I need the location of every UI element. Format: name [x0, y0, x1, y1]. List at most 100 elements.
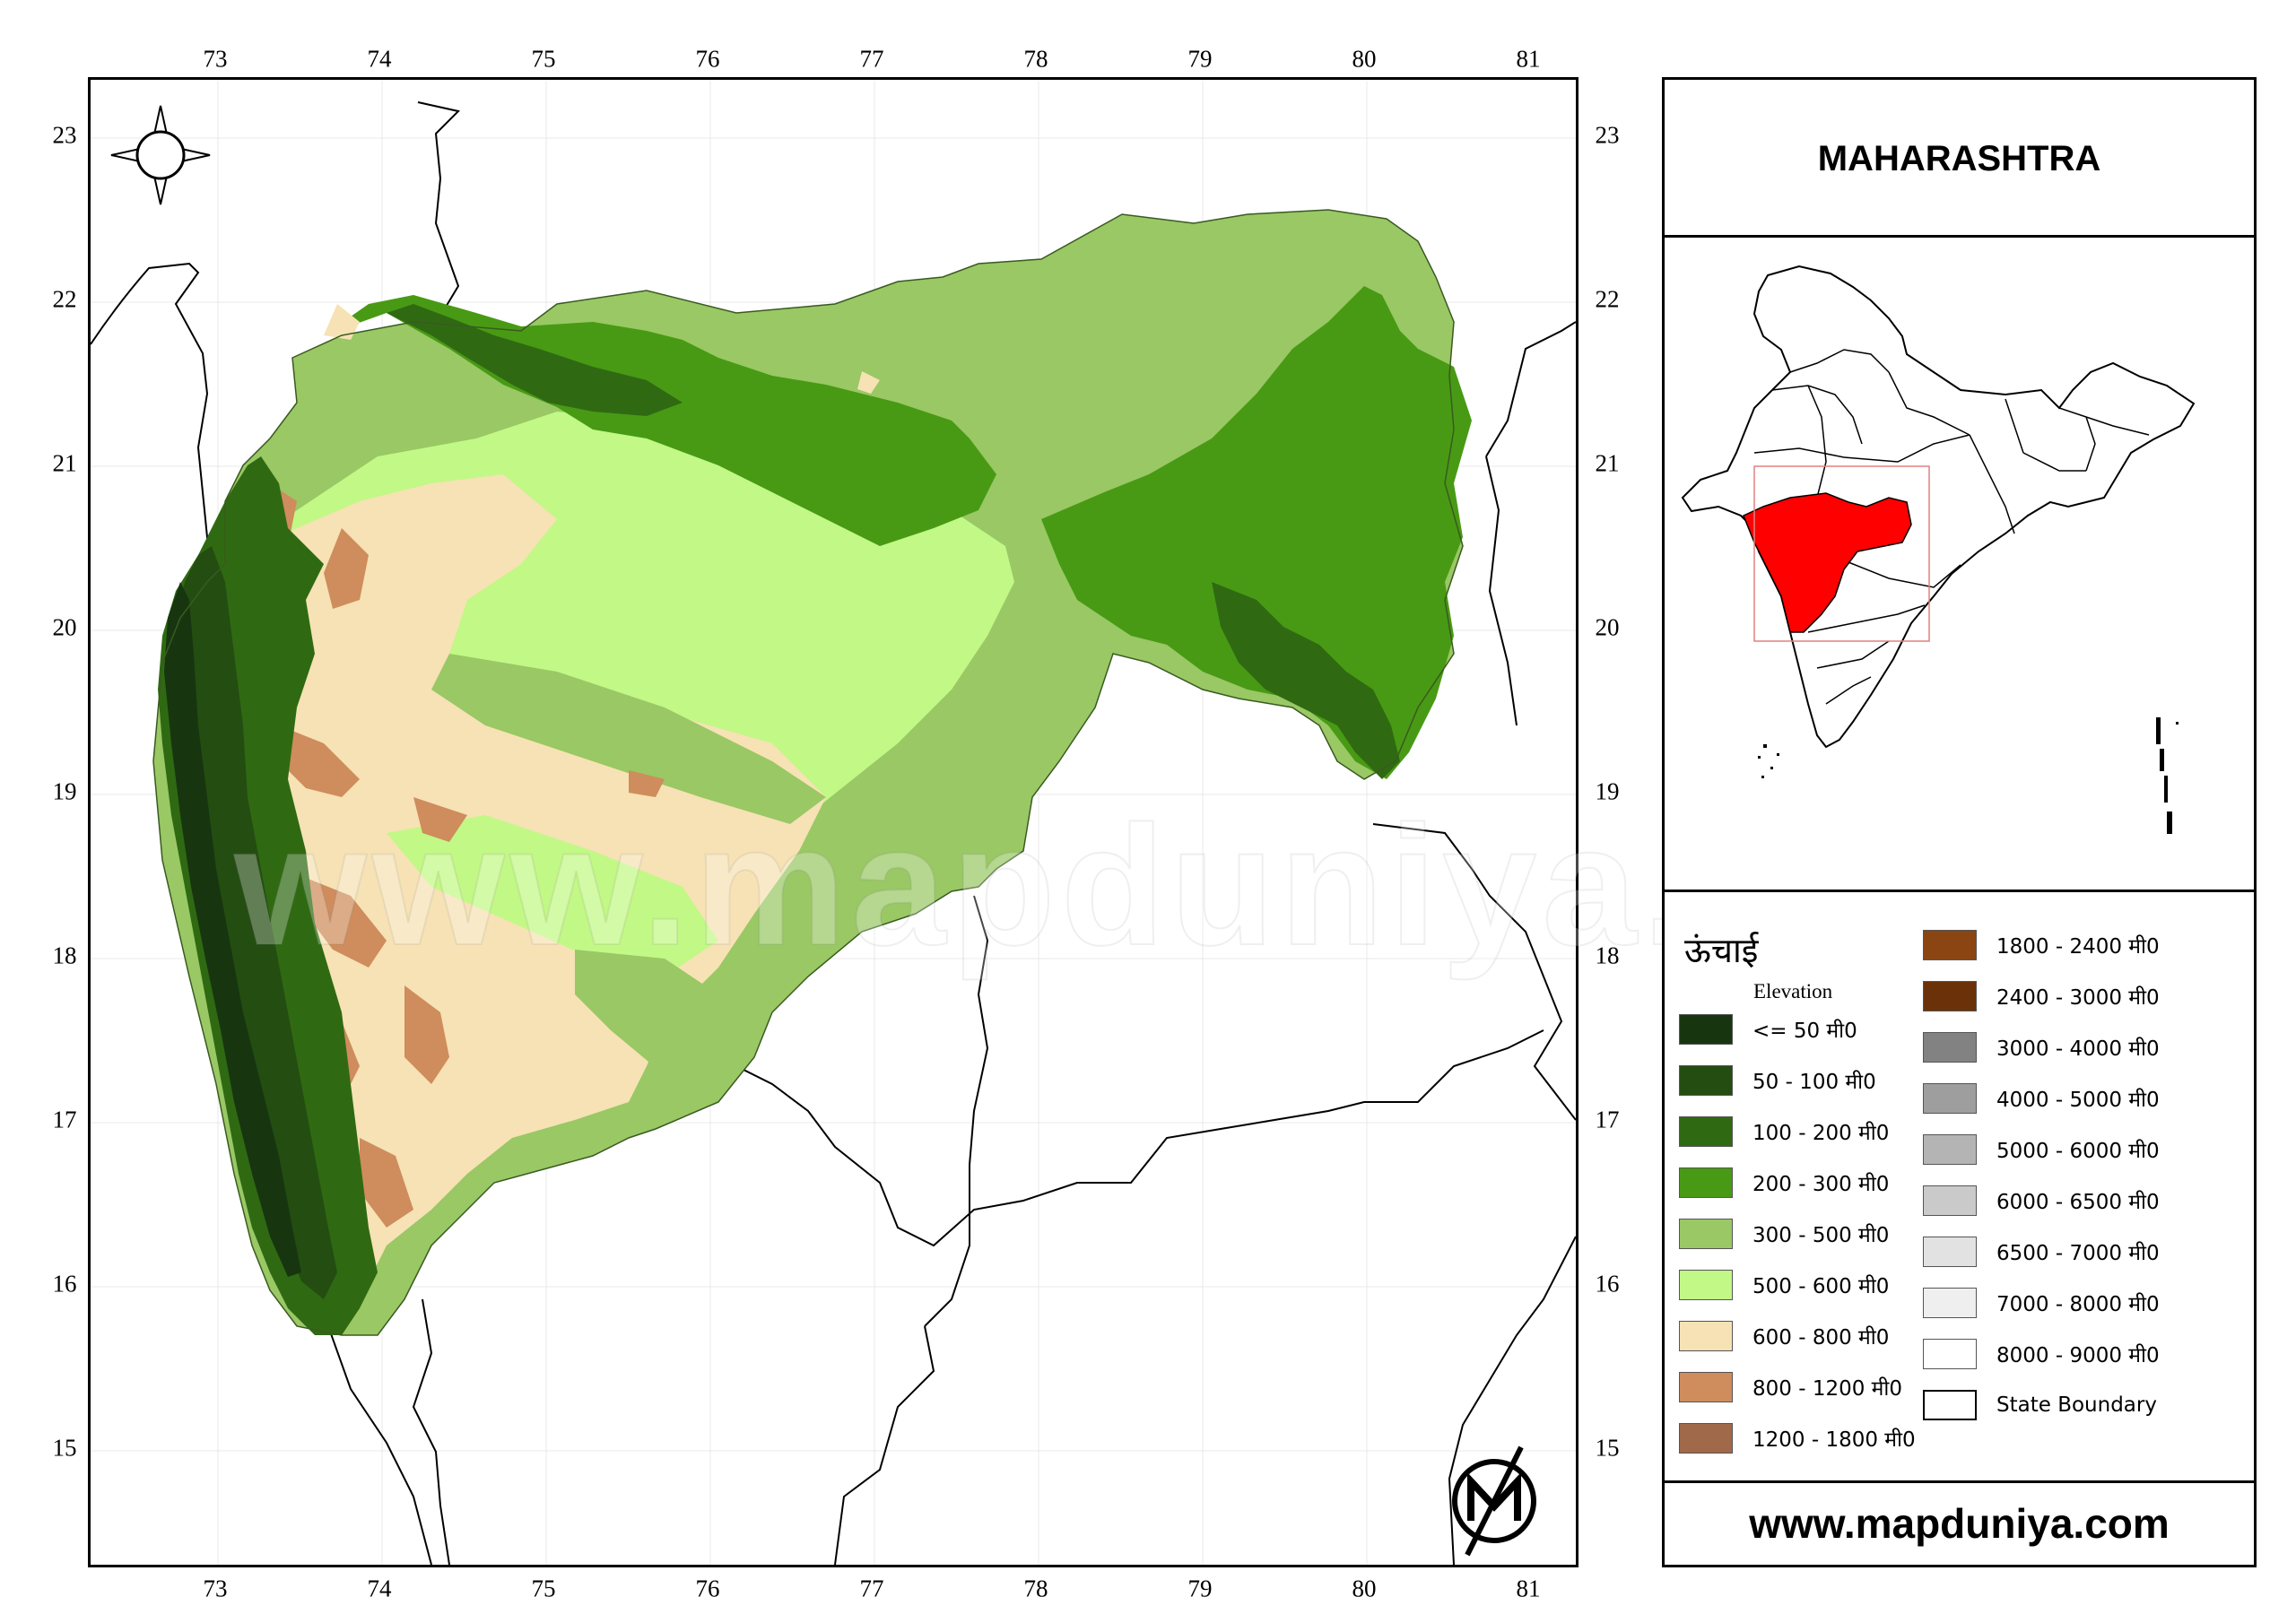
legend-swatch — [1679, 1321, 1733, 1351]
legend-item: State Boundary — [1923, 1388, 2157, 1422]
india-inset-map — [1681, 265, 2196, 834]
state-boundaries — [91, 101, 1576, 1565]
legend-swatch — [1679, 1219, 1733, 1249]
top-tick-label: 73 — [203, 45, 228, 73]
legend-label: 7000 - 8000 मी0 — [1996, 1293, 2160, 1316]
legend-item: 6500 - 7000 मी0 — [1923, 1235, 2160, 1269]
elevation-map — [91, 80, 1576, 1565]
left-tick-label: 22 — [52, 285, 77, 313]
right-tick-label: 22 — [1595, 285, 1620, 313]
legend-item: <= 50 मी0 — [1679, 1012, 1857, 1046]
legend-title-english: Elevation — [1753, 980, 1833, 1002]
legend-item: 100 - 200 मी0 — [1679, 1115, 1889, 1149]
website-url: www.mapduniya.com — [1749, 1500, 2170, 1547]
legend-swatch — [1923, 1134, 1977, 1165]
zone-100-200-north — [387, 304, 683, 416]
legend-swatch — [1679, 1065, 1733, 1096]
legend-label: State Boundary — [1996, 1393, 2157, 1417]
left-tick-label: 19 — [52, 777, 77, 805]
legend-box: ऊंचाई Elevation <= 50 मी0 50 - 100 मी0 100… — [1662, 890, 2257, 1483]
zone-coast-edge — [164, 582, 301, 1277]
legend-label: 1800 - 2400 मी0 — [1996, 935, 2160, 959]
lakshadweep-islands — [1758, 744, 1779, 778]
legend-item: 8000 - 9000 मी0 — [1923, 1337, 2160, 1371]
top-tick-label: 75 — [531, 45, 556, 73]
india-outline — [1681, 265, 2196, 749]
legend-item: 1200 - 1800 मी0 — [1679, 1421, 1916, 1455]
top-tick-label: 76 — [695, 45, 720, 73]
zone-500-band2 — [387, 815, 718, 976]
right-tick-label: 16 — [1595, 1270, 1620, 1298]
maharashtra-elevation — [153, 210, 1472, 1335]
legend-item: 600 - 800 मी0 — [1679, 1319, 1889, 1353]
right-tick-label: 20 — [1595, 613, 1620, 641]
legend-title-hindi: ऊंचाई — [1684, 931, 1759, 970]
legend-swatch — [1923, 1390, 1977, 1420]
legend-swatch — [1923, 1185, 1977, 1216]
legend-swatch — [1923, 1237, 1977, 1267]
legend-swatch — [1923, 1339, 1977, 1369]
legend-item: 5000 - 6000 मी0 — [1923, 1133, 2160, 1167]
legend-label: 300 - 500 मी0 — [1752, 1224, 1890, 1247]
right-tick-label: 17 — [1595, 1106, 1620, 1133]
legend-label: 5000 - 6000 मी0 — [1996, 1140, 2160, 1163]
compass-rose-icon — [110, 105, 211, 205]
legend-label: 800 - 1200 मी0 — [1752, 1377, 1903, 1401]
legend-label: 500 - 600 मी0 — [1752, 1275, 1890, 1298]
legend-swatch — [1679, 1270, 1733, 1300]
zone-400-500-band — [431, 654, 826, 824]
legend-label: 8000 - 9000 मी0 — [1996, 1344, 2160, 1367]
legend-swatch — [1923, 1288, 1977, 1318]
legend-item: 200 - 300 मी0 — [1679, 1166, 1889, 1200]
bottom-tick-label: 77 — [859, 1575, 884, 1602]
top-tick-label: 81 — [1516, 45, 1541, 73]
legend-item: 2400 - 3000 मी0 — [1923, 979, 2160, 1013]
left-tick-label: 23 — [52, 121, 77, 149]
bottom-tick-label: 78 — [1023, 1575, 1048, 1602]
zone-800-1200 — [243, 483, 665, 1228]
legend-label: 6500 - 7000 मी0 — [1996, 1242, 2160, 1265]
legend-label: 1200 - 1800 मी0 — [1752, 1428, 1916, 1452]
left-tick-label: 18 — [52, 942, 77, 969]
bottom-tick-label: 81 — [1516, 1575, 1541, 1602]
map-frame: www.mapduniya.com — [88, 77, 2057, 1567]
legend-swatch — [1679, 1014, 1733, 1045]
legend-item: 500 - 600 मी0 — [1679, 1268, 1889, 1302]
map-title: MAHARASHTRA — [1817, 139, 2101, 178]
bottom-tick-label: 79 — [1187, 1575, 1213, 1602]
bottom-tick-label: 75 — [531, 1575, 556, 1602]
bottom-tick-label: 80 — [1352, 1575, 1377, 1602]
right-tick-label: 19 — [1595, 777, 1620, 805]
legend-label: 3000 - 4000 मी0 — [1996, 1037, 2160, 1061]
right-tick-label: 23 — [1595, 121, 1620, 149]
legend-item: 3000 - 4000 मी0 — [1923, 1030, 2160, 1064]
top-tick-label: 78 — [1023, 45, 1048, 73]
zone-200-300-east — [1041, 286, 1472, 779]
left-tick-label: 17 — [52, 1106, 77, 1133]
legend-item: 1800 - 2400 मी0 — [1923, 928, 2160, 962]
zone-300-band3 — [575, 950, 754, 1084]
inset-locator-box — [1753, 465, 1930, 642]
top-tick-label: 79 — [1187, 45, 1213, 73]
bottom-tick-label: 74 — [367, 1575, 392, 1602]
legend-label: 6000 - 6500 मी0 — [1996, 1191, 2160, 1214]
legend-label: 200 - 300 मी0 — [1752, 1173, 1890, 1196]
legend-swatch — [1923, 1032, 1977, 1063]
legend-label: 100 - 200 मी0 — [1752, 1122, 1890, 1145]
legend-swatch — [1679, 1372, 1733, 1402]
legend-label: 600 - 800 मी0 — [1752, 1326, 1890, 1350]
legend-swatch — [1923, 981, 1977, 1011]
top-tick-label: 74 — [367, 45, 392, 73]
legend-swatch — [1923, 1083, 1977, 1114]
legend-item: 4000 - 5000 मी0 — [1923, 1081, 2160, 1115]
legend-label: <= 50 मी0 — [1752, 1020, 1857, 1043]
bottom-tick-label: 73 — [203, 1575, 228, 1602]
maharashtra-outline — [152, 209, 1464, 1336]
right-tick-label: 15 — [1595, 1434, 1620, 1462]
left-tick-label: 16 — [52, 1270, 77, 1298]
title-box: MAHARASHTRA — [1662, 77, 2257, 238]
legend-swatch — [1923, 930, 1977, 960]
legend-label: 50 - 100 मी0 — [1752, 1071, 1876, 1094]
side-panel: MAHARASHTRA — [1662, 77, 2257, 1567]
maharashtra-highlight — [1743, 492, 1912, 633]
